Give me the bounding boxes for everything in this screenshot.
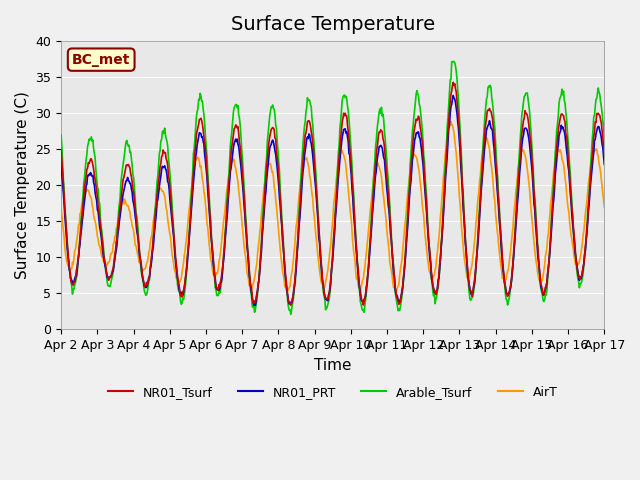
Legend: NR01_Tsurf, NR01_PRT, Arable_Tsurf, AirT: NR01_Tsurf, NR01_PRT, Arable_Tsurf, AirT [103,381,563,404]
Text: BC_met: BC_met [72,53,131,67]
Title: Surface Temperature: Surface Temperature [230,15,435,34]
X-axis label: Time: Time [314,358,351,372]
Y-axis label: Surface Temperature (C): Surface Temperature (C) [15,91,30,279]
